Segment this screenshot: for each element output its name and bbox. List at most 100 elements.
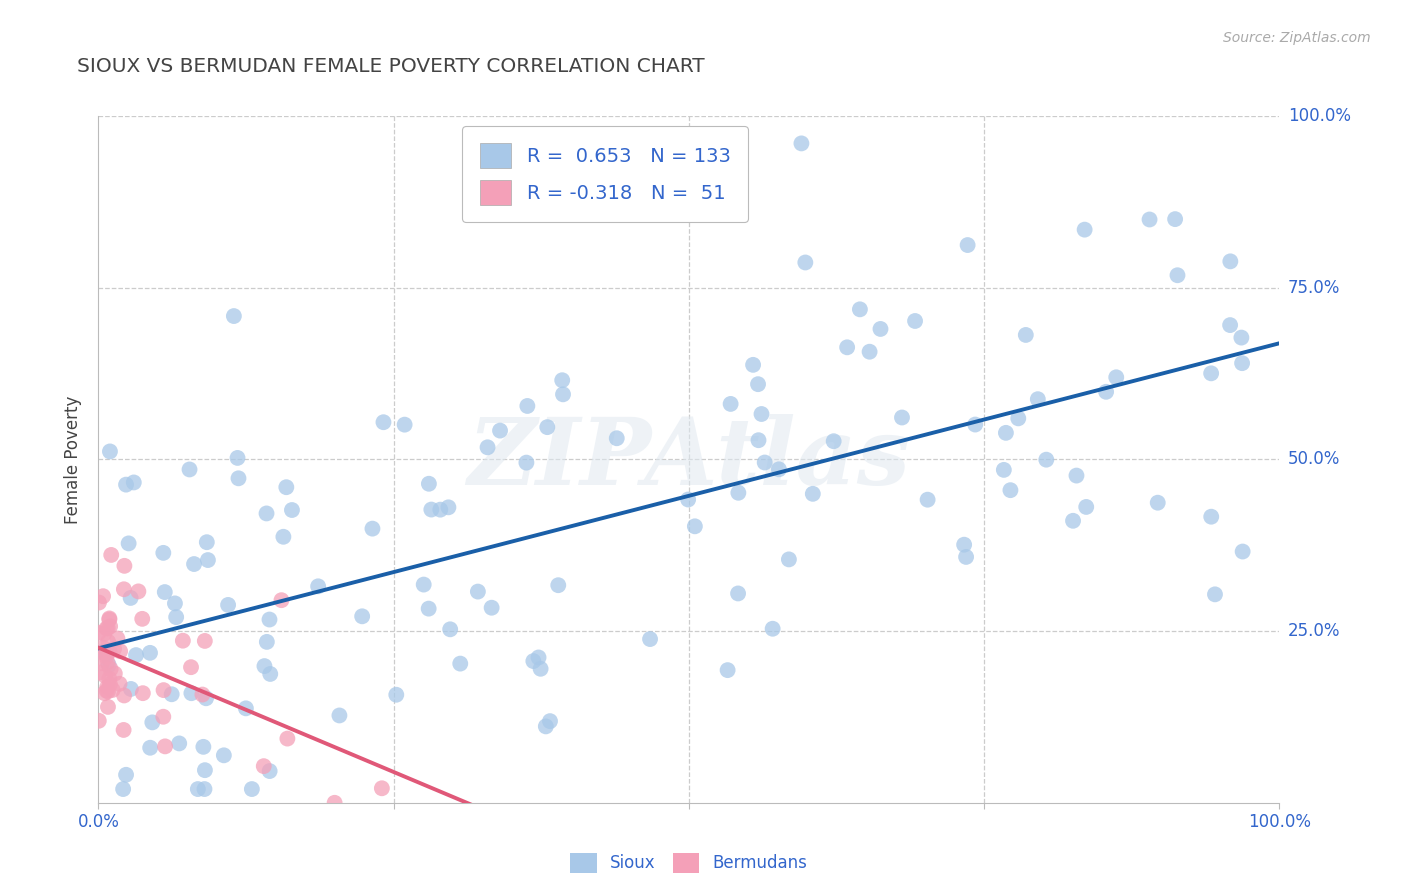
- Point: [1199, 509, 1222, 524]
- Point: [1219, 318, 1241, 332]
- Point: [94, 669, 117, 683]
- Point: [373, 415, 395, 429]
- Point: [1000, 483, 1022, 498]
- Point: [727, 485, 749, 500]
- Point: [187, 782, 209, 797]
- Point: [108, 677, 131, 691]
- Point: [522, 654, 544, 668]
- Point: [727, 586, 749, 600]
- Point: [904, 314, 927, 328]
- Point: [437, 500, 460, 515]
- Point: [536, 420, 558, 434]
- Point: [953, 538, 976, 552]
- Point: [1076, 500, 1098, 514]
- Point: [891, 410, 914, 425]
- Point: [439, 623, 461, 637]
- Point: [323, 796, 346, 810]
- Point: [467, 584, 489, 599]
- Point: [547, 578, 569, 592]
- Point: [1204, 587, 1226, 601]
- Point: [132, 686, 155, 700]
- Point: [534, 719, 557, 733]
- Point: [394, 417, 416, 432]
- Point: [96, 656, 118, 670]
- Point: [259, 613, 281, 627]
- Point: [259, 667, 281, 681]
- Point: [751, 407, 773, 421]
- Text: 100.0%: 100.0%: [1288, 107, 1351, 125]
- Point: [683, 519, 706, 533]
- Point: [276, 480, 298, 494]
- Point: [141, 715, 163, 730]
- Point: [720, 397, 742, 411]
- Point: [606, 431, 628, 445]
- Point: [481, 600, 503, 615]
- Point: [747, 377, 769, 392]
- Point: [98, 677, 121, 691]
- Point: [477, 440, 499, 454]
- Point: [270, 593, 292, 607]
- Point: [994, 425, 1017, 440]
- Point: [217, 598, 239, 612]
- Point: [96, 649, 118, 664]
- Point: [100, 548, 122, 562]
- Point: [281, 503, 304, 517]
- Point: [96, 621, 118, 635]
- Point: [1139, 212, 1161, 227]
- Point: [98, 611, 121, 625]
- Point: [97, 621, 120, 635]
- Point: [676, 492, 699, 507]
- Point: [638, 632, 661, 646]
- Text: ZIPAtlas: ZIPAtlas: [467, 415, 911, 504]
- Point: [1035, 452, 1057, 467]
- Point: [768, 462, 790, 476]
- Point: [120, 681, 142, 696]
- Point: [117, 536, 139, 550]
- Point: [1066, 468, 1088, 483]
- Point: [307, 579, 329, 593]
- Text: 75.0%: 75.0%: [1288, 278, 1340, 297]
- Point: [139, 740, 162, 755]
- Point: [139, 646, 162, 660]
- Point: [762, 622, 785, 636]
- Point: [180, 660, 202, 674]
- Point: [122, 475, 145, 490]
- Point: [103, 641, 125, 656]
- Point: [100, 662, 122, 676]
- Point: [98, 444, 121, 458]
- Point: [108, 644, 131, 658]
- Point: [112, 689, 135, 703]
- Point: [1073, 222, 1095, 236]
- Point: [179, 462, 201, 476]
- Text: SIOUX VS BERMUDAN FEMALE POVERTY CORRELATION CHART: SIOUX VS BERMUDAN FEMALE POVERTY CORRELA…: [77, 57, 704, 76]
- Point: [1007, 411, 1029, 425]
- Point: [790, 136, 813, 151]
- Point: [259, 764, 281, 778]
- Point: [371, 781, 394, 796]
- Point: [256, 507, 278, 521]
- Point: [235, 701, 257, 715]
- Point: [529, 662, 551, 676]
- Point: [858, 344, 880, 359]
- Point: [97, 658, 120, 673]
- Point: [153, 739, 176, 754]
- Point: [917, 492, 939, 507]
- Point: [754, 456, 776, 470]
- Point: [516, 399, 538, 413]
- Point: [97, 684, 120, 698]
- Point: [97, 635, 120, 649]
- Point: [515, 456, 537, 470]
- Point: [794, 255, 817, 269]
- Point: [240, 782, 263, 797]
- Point: [165, 610, 187, 624]
- Point: [115, 768, 138, 782]
- Point: [1015, 327, 1038, 342]
- Point: [127, 584, 149, 599]
- Point: [418, 601, 440, 615]
- Point: [253, 659, 276, 673]
- Point: [1166, 268, 1188, 283]
- Text: 50.0%: 50.0%: [1288, 450, 1340, 468]
- Point: [107, 632, 129, 646]
- Point: [193, 782, 215, 797]
- Point: [747, 434, 769, 448]
